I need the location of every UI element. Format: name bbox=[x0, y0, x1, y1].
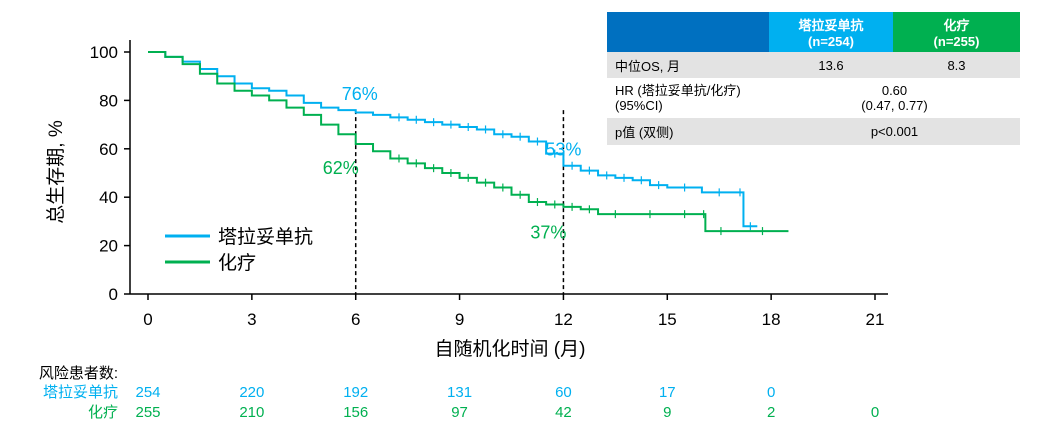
risk-value: 210 bbox=[239, 404, 264, 421]
summary-os-value-2: 8.3 bbox=[947, 57, 966, 73]
x-tick-label: 3 bbox=[247, 310, 256, 329]
survival-curve-0 bbox=[148, 51, 758, 228]
risk-value: 254 bbox=[135, 384, 160, 401]
summary-row-p: p值 (双侧) p<0.001 bbox=[607, 118, 1020, 145]
risk-row-label-1: 化疗 bbox=[88, 404, 118, 421]
risk-value: 2 bbox=[767, 404, 775, 421]
risk-value: 97 bbox=[451, 404, 468, 421]
y-tick-label: 60 bbox=[99, 140, 118, 159]
axes: 0 20 40 60 80 100 0 3 6 9 12 15 18 21 自随机化时间 (月) 总生存期, … bbox=[45, 40, 888, 360]
summary-p-value: p<0.001 bbox=[870, 124, 919, 139]
x-tick-label: 6 bbox=[351, 310, 360, 329]
risk-value: 255 bbox=[135, 404, 160, 421]
x-tick-label: 18 bbox=[762, 310, 781, 329]
x-tick-label: 21 bbox=[866, 310, 885, 329]
summary-hr-value: 0.60 (0.47, 0.77) bbox=[769, 78, 1020, 118]
y-axis-title: 总生存期, % bbox=[45, 120, 67, 224]
summary-hr-label-line2: (95%CI) bbox=[615, 98, 663, 113]
risk-value: 42 bbox=[555, 404, 572, 421]
risk-value: 131 bbox=[447, 384, 472, 401]
summary-header-col1-n: (n=254) bbox=[808, 34, 854, 49]
annotation-label: 62% bbox=[323, 158, 359, 178]
annotation-label: 53% bbox=[545, 140, 581, 160]
summary-table: 塔拉妥单抗 (n=254) 化疗 (n=255) 中位OS, 月 13.6 8.… bbox=[607, 12, 1020, 145]
x-tick-label: 15 bbox=[658, 310, 677, 329]
x-tick-label: 0 bbox=[143, 310, 152, 329]
summary-hr-point: 0.60 bbox=[881, 83, 908, 98]
risk-value: 60 bbox=[555, 384, 572, 401]
risk-table-title: 风险患者数: bbox=[39, 365, 118, 382]
summary-header-col2-n: (n=255) bbox=[933, 34, 980, 49]
summary-header-col2: 化疗 bbox=[943, 18, 970, 33]
summary-p-label: p值 (双侧) bbox=[615, 125, 674, 140]
survival-curves bbox=[148, 51, 789, 236]
legend-label-0: 塔拉妥单抗 bbox=[218, 226, 313, 248]
risk-value: 0 bbox=[871, 404, 879, 421]
risk-value: 9 bbox=[663, 404, 671, 421]
risk-value: 220 bbox=[239, 384, 264, 401]
summary-header-tremelimumab: 塔拉妥单抗 (n=254) bbox=[769, 12, 893, 52]
summary-hr-ci: (0.47, 0.77) bbox=[861, 98, 928, 113]
summary-hr-label-line1: HR (塔拉妥单抗/化疗) bbox=[615, 83, 741, 98]
annotation-label: 76% bbox=[342, 84, 378, 104]
risk-value: 17 bbox=[659, 384, 676, 401]
y-tick-label: 100 bbox=[90, 43, 118, 62]
annotation-label: 37% bbox=[530, 222, 566, 242]
survival-curve-1 bbox=[148, 51, 789, 233]
risk-row-label-0: 塔拉妥单抗 bbox=[43, 384, 118, 401]
summary-row-hr: HR (塔拉妥单抗/化疗) (95%CI) 0.60 (0.47, 0.77) bbox=[607, 78, 1020, 118]
risk-value: 192 bbox=[343, 384, 368, 401]
summary-hr-label: HR (塔拉妥单抗/化疗) (95%CI) bbox=[607, 78, 769, 118]
x-axis-title: 自随机化时间 (月) bbox=[435, 338, 586, 360]
summary-header-chemo: 化疗 (n=255) bbox=[893, 12, 1020, 52]
y-tick-label: 20 bbox=[99, 237, 118, 256]
y-tick-label: 0 bbox=[109, 285, 118, 304]
risk-table: 风险患者数: 塔拉妥单抗 254 220 192 131 60 17 0 化疗 255 210 156 9… bbox=[39, 365, 879, 421]
annotations: 76% 53% 62% 37% bbox=[323, 84, 582, 242]
summary-os-label: 中位OS, 月 bbox=[615, 58, 681, 74]
risk-value: 156 bbox=[343, 404, 368, 421]
legend-label-1: 化疗 bbox=[218, 252, 256, 274]
risk-value: 0 bbox=[767, 384, 775, 401]
y-tick-label: 40 bbox=[99, 188, 118, 207]
summary-header-blank bbox=[607, 12, 769, 52]
x-tick-label: 12 bbox=[554, 310, 573, 329]
summary-row-os: 中位OS, 月 13.6 8.3 bbox=[607, 52, 1020, 78]
summary-header-row: 塔拉妥单抗 (n=254) 化疗 (n=255) bbox=[607, 12, 1020, 52]
summary-os-value-1: 13.6 bbox=[818, 57, 844, 73]
y-tick-label: 80 bbox=[99, 91, 118, 110]
summary-header-col1: 塔拉妥单抗 bbox=[798, 18, 864, 33]
x-tick-label: 9 bbox=[455, 310, 464, 329]
